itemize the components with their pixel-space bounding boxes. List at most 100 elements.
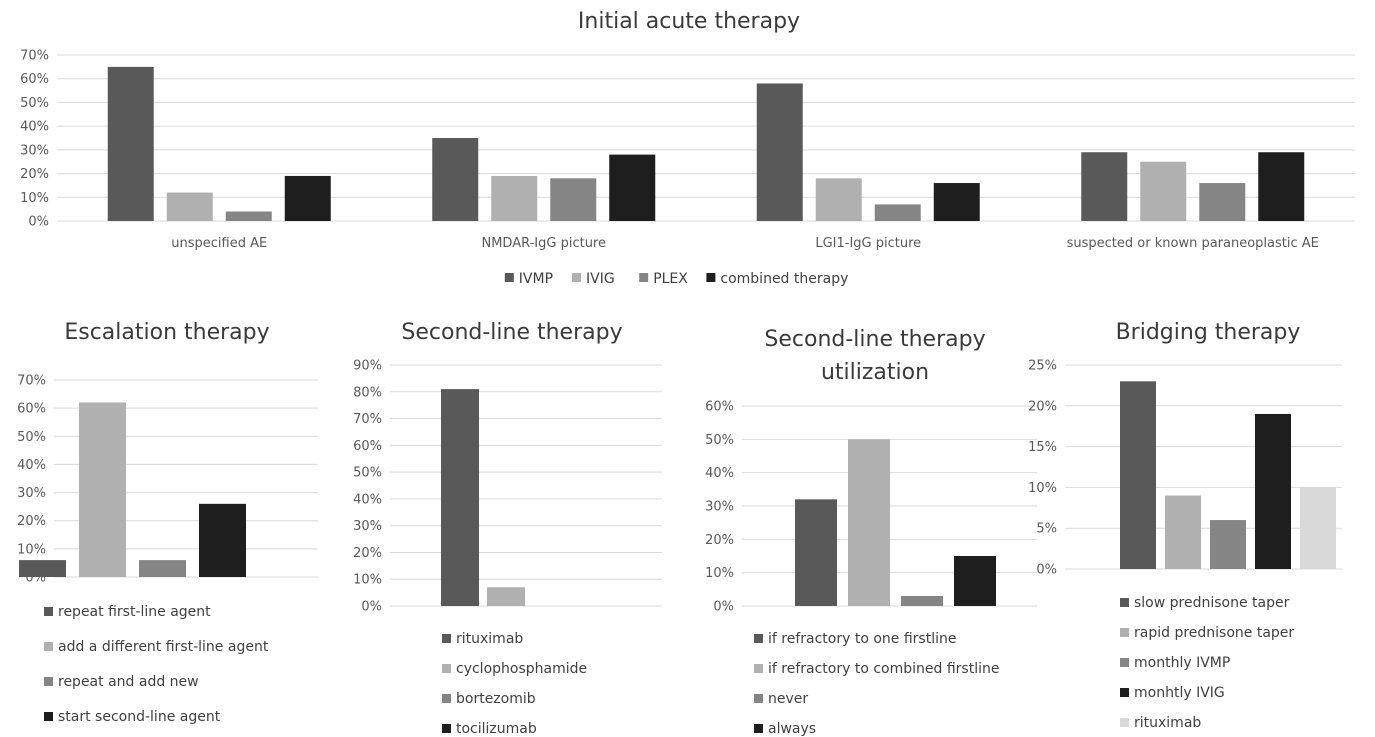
y-tick-label: 30% (20, 143, 49, 158)
legend-label-combined-therapy: combined therapy (720, 271, 848, 287)
y-tick-label: 20% (17, 514, 46, 529)
legend-label-always: always (768, 721, 816, 737)
legend-swatch-rapid-prednisone-taper (1120, 628, 1129, 637)
legend-label-cyclophosphamide: cyclophosphamide (456, 661, 587, 677)
bar-combined-therapy-nmdar-igg-picture (609, 154, 656, 221)
y-tick-label: 60% (17, 402, 46, 417)
bridging-therapy-chart: Bridging therapy 0% 5% 10% 15% 20% 25% slow pre… (1028, 320, 1342, 731)
bar-repeat-first-line-agent (19, 560, 66, 577)
y-tick-label: 50% (20, 96, 49, 111)
y-tick-label: 5% (1036, 522, 1057, 537)
bar-plex-nmdar-igg-picture (550, 178, 597, 221)
y-tick-label: 25% (1028, 359, 1057, 374)
y-tick-label: 70% (20, 49, 49, 64)
legend-label-rapid-prednisone-taper: rapid prednisone taper (1134, 625, 1294, 641)
legend-swatch-rituximab (1120, 718, 1129, 727)
bar-ivig-nmdar-igg-picture (491, 175, 538, 221)
bar-ivmp-unspecified-ae (107, 66, 154, 221)
bar-slow-prednisone-taper (1120, 381, 1156, 569)
legend-label-repeat-first-line-agent: repeat first-line agent (58, 604, 211, 620)
legend-swatch-start-second-line-agent (44, 712, 53, 721)
bar-repeat-and-add-new (139, 560, 186, 577)
chart-title: Initial acute therapy (578, 9, 800, 34)
y-tick-label: 0% (713, 600, 734, 615)
bar-always (954, 556, 996, 606)
y-tick-label: 70% (353, 412, 382, 427)
y-tick-label: 30% (705, 500, 734, 515)
y-tick-label: 0% (1036, 563, 1057, 578)
legend-swatch-if-refractory-to-combined-firstline (754, 664, 763, 673)
bar-start-second-line-agent (199, 503, 246, 577)
bar-monhtly-ivig (1255, 413, 1291, 569)
legend-label-never: never (768, 691, 808, 707)
y-tick-label: 40% (353, 492, 382, 507)
chart-title: Bridging therapy (1116, 320, 1301, 345)
y-tick-label: 20% (705, 533, 734, 548)
legend-label-start-second-line-agent: start second-line agent (58, 709, 221, 725)
y-tick-label: 60% (705, 400, 734, 415)
y-tick-label: 10% (353, 573, 382, 588)
chart-title: utilization (821, 360, 929, 385)
category-label: suspected or known paraneoplastic AE (1067, 236, 1319, 251)
y-tick-label: 20% (1028, 399, 1057, 414)
legend-swatch-rituximab (442, 634, 451, 643)
bar-add-a-different-first-line-agent (79, 402, 126, 577)
legend-swatch-ivmp (504, 273, 514, 282)
y-tick-label: 20% (353, 546, 382, 561)
category-label: unspecified AE (171, 236, 267, 251)
bar-monthly-ivmp (1210, 520, 1246, 569)
bar-rituximab (1300, 487, 1336, 569)
legend-swatch-combined-therapy (706, 273, 716, 282)
legend-swatch-slow-prednisone-taper (1120, 598, 1129, 607)
legend-swatch-if-refractory-to-one-firstline (754, 634, 763, 643)
legend-swatch-repeat-and-add-new (44, 677, 53, 686)
bar-rituximab (441, 389, 479, 606)
bar-plex-lgi1-igg-picture (874, 204, 921, 221)
bar-ivig-lgi1-igg-picture (815, 178, 862, 221)
second-line-therapy-chart: Second-line therapy 0% 10% 20% 30% 40% 50% 60% 7… (353, 320, 662, 737)
bar-never (901, 596, 943, 606)
legend-label-add-a-different-first-line-agent: add a different first-line agent (58, 639, 269, 655)
y-tick-label: 90% (353, 359, 382, 374)
y-tick-label: 15% (1028, 440, 1057, 455)
bar-if-refractory-to-combined-firstline (848, 439, 890, 606)
legend-swatch-add-a-different-first-line-agent (44, 642, 53, 651)
legend-swatch-cyclophosphamide (442, 664, 451, 673)
legend-swatch-always (754, 724, 763, 733)
bar-ivmp-suspected-or-known-paraneoplastic-ae (1081, 152, 1128, 221)
bar-ivig-unspecified-ae (166, 192, 213, 221)
legend-swatch-tocilizumab (442, 724, 451, 733)
bar-plex-unspecified-ae (225, 211, 272, 221)
legend-label-ivig: IVIG (586, 271, 615, 287)
y-tick-label: 50% (353, 466, 382, 481)
bar-ivmp-nmdar-igg-picture (432, 138, 479, 221)
y-tick-label: 20% (20, 167, 49, 182)
initial-acute-therapy-chart: Initial acute therapy 0% 10% 20% 30% 40% 50% 60… (20, 9, 1355, 287)
legend-label-rituximab: rituximab (1134, 715, 1201, 731)
legend-swatch-repeat-first-line-agent (44, 607, 53, 616)
legend-label-if-refractory-to-one-firstline: if refractory to one firstline (768, 631, 956, 647)
legend-swatch-never (754, 694, 763, 703)
y-tick-label: 10% (1028, 481, 1057, 496)
legend-label-ivmp: IVMP (519, 271, 553, 287)
legend-label-plex: PLEX (653, 271, 688, 287)
chart-title: Second-line therapy (764, 327, 985, 352)
category-label: NMDAR-IgG picture (481, 236, 606, 251)
category-label: LGI1-IgG picture (815, 236, 921, 251)
legend-label-slow-prednisone-taper: slow prednisone taper (1134, 595, 1290, 611)
y-tick-label: 10% (705, 566, 734, 581)
bar-ivig-suspected-or-known-paraneoplastic-ae (1140, 161, 1187, 221)
bar-combined-therapy-unspecified-ae (284, 175, 331, 221)
y-tick-label: 40% (20, 120, 49, 135)
bar-combined-therapy-suspected-or-known-paraneoplastic-ae (1258, 152, 1305, 221)
y-tick-label: 10% (20, 191, 49, 206)
bar-ivmp-lgi1-igg-picture (756, 83, 803, 221)
y-tick-label: 60% (20, 72, 49, 87)
legend-swatch-monhtly-ivig (1120, 688, 1129, 697)
chart-title: Escalation therapy (64, 320, 269, 345)
legend-swatch-plex (639, 273, 649, 282)
legend-swatch-monthly-ivmp (1120, 658, 1129, 667)
y-tick-label: 40% (705, 466, 734, 481)
legend-swatch-bortezomib (442, 694, 451, 703)
y-tick-label: 30% (353, 519, 382, 534)
